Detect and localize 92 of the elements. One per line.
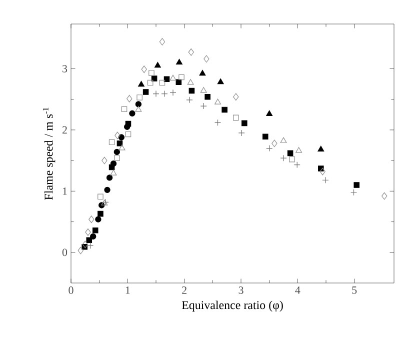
point [136, 94, 142, 100]
y-tick-label: 2 [62, 126, 67, 134]
point [135, 106, 142, 112]
point [138, 80, 144, 87]
point [108, 139, 115, 146]
point [90, 233, 96, 240]
point [98, 194, 104, 200]
point [200, 102, 207, 110]
point [161, 90, 168, 98]
point [188, 48, 194, 56]
point [322, 176, 329, 184]
point [187, 79, 194, 85]
point [287, 150, 294, 156]
point [95, 216, 102, 222]
point [170, 74, 176, 80]
point [159, 38, 166, 46]
point [114, 132, 120, 140]
point [266, 110, 273, 116]
point [78, 246, 84, 254]
point [178, 74, 184, 80]
point [176, 79, 182, 86]
point [242, 120, 248, 126]
point [104, 186, 110, 194]
point [106, 174, 113, 181]
point [88, 216, 94, 224]
point [114, 148, 120, 156]
point [233, 114, 239, 121]
point [86, 242, 94, 249]
point [129, 110, 136, 116]
point [186, 96, 193, 104]
point [116, 140, 123, 146]
point [204, 55, 210, 63]
x-tick-label: 3 [238, 286, 244, 294]
point [102, 156, 108, 164]
point [121, 106, 128, 112]
point [289, 156, 295, 162]
point [110, 170, 117, 176]
point [214, 98, 221, 104]
point [199, 70, 206, 76]
point [142, 89, 149, 95]
point [382, 192, 388, 200]
point [152, 90, 160, 98]
point [147, 80, 154, 86]
point [188, 88, 195, 94]
x-tick-label: 1 [126, 286, 130, 294]
y-tick-label: 3 [62, 65, 68, 72]
point [280, 137, 287, 143]
point [354, 182, 360, 188]
point [135, 101, 142, 108]
point [118, 134, 125, 140]
point [320, 168, 326, 176]
y-tick-label: 1 [62, 188, 67, 195]
point [214, 119, 222, 126]
point [204, 94, 210, 100]
point [217, 78, 224, 84]
point [294, 162, 300, 168]
point [125, 131, 132, 138]
point [238, 130, 245, 136]
x-axis-title: Equivalence ratio (φ) [182, 300, 283, 312]
point [159, 80, 166, 86]
y-tick-label: 0 [62, 248, 68, 256]
point [176, 58, 182, 65]
x-tick-label: 4 [295, 286, 300, 294]
point [272, 140, 278, 148]
point [98, 210, 104, 217]
point [118, 144, 126, 150]
point [164, 76, 170, 82]
point [148, 70, 154, 76]
y-axis-title: Flame speed / m s$^{-1}$ [43, 108, 56, 200]
point [170, 89, 176, 96]
point [82, 240, 88, 248]
point [266, 145, 273, 152]
point [200, 87, 207, 93]
point [296, 147, 302, 153]
x-tick-label: 5 [352, 286, 357, 294]
point [350, 189, 358, 196]
point [233, 93, 239, 101]
point [280, 154, 287, 162]
point [262, 134, 268, 140]
point [126, 95, 132, 102]
point [222, 106, 228, 113]
point [141, 66, 147, 73]
point [86, 237, 92, 244]
point [110, 160, 117, 167]
point [318, 146, 324, 152]
point [92, 227, 98, 234]
x-tick-label: 2 [182, 286, 186, 294]
point [124, 124, 130, 130]
x-tick-label: 0 [68, 286, 74, 294]
point [114, 155, 120, 161]
point [154, 62, 161, 68]
point [85, 228, 91, 236]
